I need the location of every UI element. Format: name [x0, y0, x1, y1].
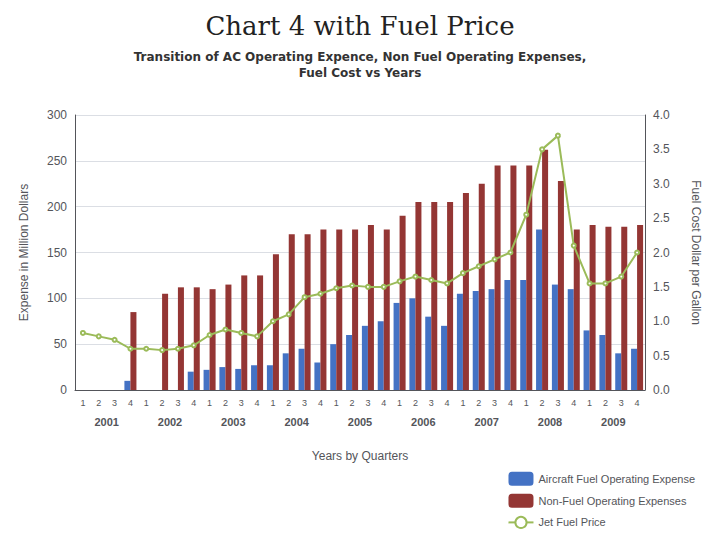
svg-text:0.0: 0.0: [653, 383, 670, 397]
svg-text:1.5: 1.5: [653, 280, 670, 294]
svg-text:Expense in Million Dollars: Expense in Million Dollars: [17, 184, 31, 321]
svg-text:2: 2: [603, 398, 608, 408]
svg-text:3: 3: [239, 398, 244, 408]
svg-text:4: 4: [571, 398, 576, 408]
svg-text:150: 150: [47, 246, 67, 260]
svg-text:3: 3: [365, 398, 370, 408]
svg-text:2004: 2004: [284, 416, 309, 428]
svg-text:250: 250: [47, 154, 67, 168]
svg-text:1: 1: [207, 398, 212, 408]
svg-text:0.5: 0.5: [653, 349, 670, 363]
svg-text:2.5: 2.5: [653, 211, 670, 225]
svg-text:1.0: 1.0: [653, 314, 670, 328]
svg-text:1: 1: [270, 398, 275, 408]
svg-text:2: 2: [476, 398, 481, 408]
svg-text:100: 100: [47, 291, 67, 305]
svg-text:2008: 2008: [538, 416, 562, 428]
svg-text:300: 300: [47, 108, 67, 122]
svg-text:2: 2: [540, 398, 545, 408]
svg-text:3.0: 3.0: [653, 177, 670, 191]
svg-text:3.5: 3.5: [653, 142, 670, 156]
svg-text:Non-Fuel Operating Expenses: Non-Fuel Operating Expenses: [538, 495, 686, 507]
svg-text:2009: 2009: [601, 416, 625, 428]
svg-text:Fuel Cost vs Years: Fuel Cost vs Years: [299, 66, 422, 80]
svg-text:4: 4: [191, 398, 196, 408]
svg-text:2007: 2007: [474, 416, 498, 428]
svg-text:Aircraft Fuel Operating Expens: Aircraft Fuel Operating Expense: [538, 473, 695, 485]
svg-text:2: 2: [413, 398, 418, 408]
svg-text:Jet Fuel Price: Jet Fuel Price: [538, 516, 605, 528]
svg-text:Chart 4 with Fuel Price: Chart 4 with Fuel Price: [205, 11, 514, 41]
svg-text:1: 1: [397, 398, 402, 408]
svg-text:2: 2: [286, 398, 291, 408]
svg-text:0: 0: [60, 383, 67, 397]
svg-text:3: 3: [429, 398, 434, 408]
svg-text:Fuel Cost Dollar per Gallon: Fuel Cost Dollar per Gallon: [689, 180, 703, 325]
svg-text:3: 3: [555, 398, 560, 408]
svg-text:3: 3: [302, 398, 307, 408]
svg-text:1: 1: [334, 398, 339, 408]
svg-text:Transition of AC Operating Exp: Transition of AC Operating Expence, Non …: [134, 50, 587, 64]
svg-text:3: 3: [175, 398, 180, 408]
svg-text:1: 1: [144, 398, 149, 408]
svg-text:1: 1: [460, 398, 465, 408]
svg-text:2: 2: [223, 398, 228, 408]
svg-text:2003: 2003: [221, 416, 245, 428]
svg-text:2002: 2002: [158, 416, 182, 428]
svg-text:1: 1: [80, 398, 85, 408]
svg-text:2001: 2001: [94, 416, 118, 428]
svg-text:3: 3: [112, 398, 117, 408]
svg-text:200: 200: [47, 200, 67, 214]
svg-text:4: 4: [128, 398, 133, 408]
svg-text:4.0: 4.0: [653, 108, 670, 122]
svg-text:4: 4: [318, 398, 323, 408]
svg-text:4: 4: [445, 398, 450, 408]
svg-text:4: 4: [635, 398, 640, 408]
svg-text:4: 4: [255, 398, 260, 408]
svg-text:Years by Quarters: Years by Quarters: [312, 449, 408, 463]
svg-text:2: 2: [350, 398, 355, 408]
svg-text:2005: 2005: [348, 416, 372, 428]
svg-text:2006: 2006: [411, 416, 435, 428]
svg-text:4: 4: [381, 398, 386, 408]
svg-text:50: 50: [54, 337, 68, 351]
svg-text:2: 2: [160, 398, 165, 408]
svg-text:1: 1: [524, 398, 529, 408]
svg-text:3: 3: [492, 398, 497, 408]
svg-text:4: 4: [508, 398, 513, 408]
svg-text:1: 1: [587, 398, 592, 408]
svg-text:2: 2: [96, 398, 101, 408]
svg-text:2.0: 2.0: [653, 246, 670, 260]
svg-text:3: 3: [619, 398, 624, 408]
